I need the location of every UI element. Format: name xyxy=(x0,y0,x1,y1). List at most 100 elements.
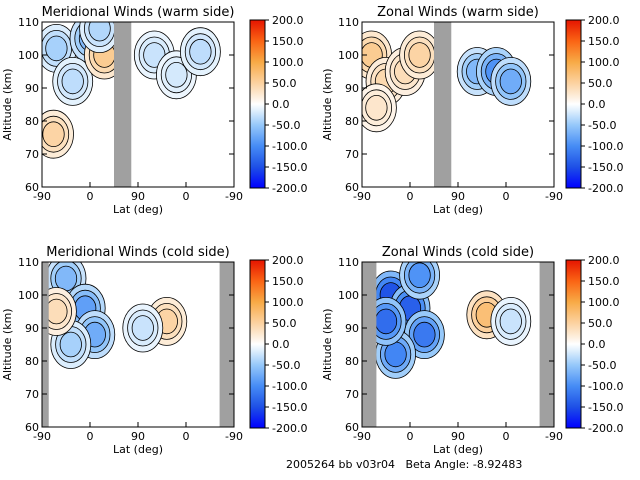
colorbar-tick-label: -200.0 xyxy=(272,422,307,435)
y-tick-label: 80 xyxy=(25,115,39,128)
colorbar-tick-label: 0.0 xyxy=(272,338,290,351)
x-axis-label: Lat (deg) xyxy=(433,443,483,456)
contour-blob xyxy=(413,321,436,348)
colorbar-tick-label: -100.0 xyxy=(588,380,623,393)
chart-title: Zonal Winds (cold side) xyxy=(382,245,534,260)
contour-blob xyxy=(189,38,212,65)
x-tick-label: -90 xyxy=(353,430,371,443)
x-axis-label: Lat (deg) xyxy=(433,203,483,216)
y-axis-label: Altitude (km) xyxy=(321,68,334,140)
colorbar-tick-label: 200.0 xyxy=(588,14,620,27)
colorbar-tick-label: -200.0 xyxy=(272,182,307,195)
colorbar-tick-label: -150.0 xyxy=(588,401,623,414)
colorbar-tick-label: -100.0 xyxy=(588,140,623,153)
colorbar-tick-label: -50.0 xyxy=(272,119,300,132)
colorbar-tick-label: 0.0 xyxy=(272,98,290,111)
no-data-band xyxy=(42,262,49,427)
y-tick-label: 70 xyxy=(345,388,359,401)
y-axis-label: Altitude (km) xyxy=(1,308,14,380)
colorbar-tick-label: 100.0 xyxy=(272,296,304,309)
contour-blob xyxy=(45,298,68,325)
colorbar-tick-label: 100.0 xyxy=(272,56,304,69)
contour-blob xyxy=(384,341,407,368)
y-tick-label: 70 xyxy=(25,148,39,161)
y-tick-label: 70 xyxy=(345,148,359,161)
x-tick-label: -90 xyxy=(225,190,243,203)
panel-4: Zonal Winds (cold side) 60 70 80 90 100 110 -90… xyxy=(321,245,623,456)
colorbar xyxy=(249,259,266,429)
colorbar-tick-label: -50.0 xyxy=(272,359,300,372)
beta-angle-label: Beta Angle: xyxy=(405,458,470,471)
no-data-band xyxy=(362,262,377,427)
colorbar-tick-label: 50.0 xyxy=(588,317,613,330)
x-axis-label: Lat (deg) xyxy=(113,203,163,216)
y-tick-label: 100 xyxy=(18,49,39,62)
colorbar-tick-label: -150.0 xyxy=(588,161,623,174)
colorbar-tick-label: 150.0 xyxy=(588,275,620,288)
contour-blob xyxy=(61,68,84,95)
x-tick-label: 90 xyxy=(131,430,145,443)
colorbar-tick-label: 150.0 xyxy=(272,275,304,288)
y-axis-label: Altitude (km) xyxy=(321,308,334,380)
x-tick-label: -90 xyxy=(545,190,563,203)
colorbar xyxy=(565,19,582,189)
y-tick-label: 70 xyxy=(25,388,39,401)
x-tick-label: 0 xyxy=(87,190,94,203)
no-data-band xyxy=(219,262,234,427)
y-tick-label: 90 xyxy=(345,82,359,95)
x-axis-label: Lat (deg) xyxy=(113,443,163,456)
no-data-band xyxy=(539,262,554,427)
y-tick-label: 80 xyxy=(345,355,359,368)
x-tick-label: 0 xyxy=(87,430,94,443)
y-tick-label: 90 xyxy=(345,322,359,335)
contour-blob xyxy=(374,308,398,335)
x-tick-label: 90 xyxy=(451,430,465,443)
y-tick-label: 110 xyxy=(338,256,359,269)
y-tick-label: 110 xyxy=(18,256,39,269)
y-tick-label: 80 xyxy=(345,115,359,128)
colorbar-tick-label: 50.0 xyxy=(272,77,297,90)
y-tick-label: 60 xyxy=(25,421,39,434)
figure-caption: 2005264 bb v03r04 Beta Angle: -8.92483 xyxy=(286,458,522,471)
no-data-band xyxy=(434,22,452,187)
y-tick-label: 90 xyxy=(25,322,39,335)
x-tick-label: 0 xyxy=(407,190,414,203)
panel-2: Zonal Winds (warm side) 60 70 80 90 100 110 -90… xyxy=(321,5,623,216)
x-tick-label: -90 xyxy=(33,430,51,443)
y-axis-label: Altitude (km) xyxy=(1,68,14,140)
colorbar-tick-label: 200.0 xyxy=(272,14,304,27)
colorbar-tick-label: 0.0 xyxy=(588,338,606,351)
y-tick-label: 100 xyxy=(338,289,359,302)
contour-blob xyxy=(54,265,78,292)
contour-blob xyxy=(499,68,522,95)
colorbar-tick-label: 50.0 xyxy=(272,317,297,330)
y-tick-label: 100 xyxy=(338,49,359,62)
colorbar-tick-label: 200.0 xyxy=(272,254,304,267)
y-tick-label: 60 xyxy=(25,181,39,194)
colorbar-tick-label: -150.0 xyxy=(272,161,307,174)
contour-blob xyxy=(59,331,82,358)
chart-title: Meridional Winds (warm side) xyxy=(42,5,235,20)
colorbar-tick-label: -100.0 xyxy=(272,140,307,153)
beta-angle-value: -8.92483 xyxy=(472,458,523,471)
y-tick-label: 80 xyxy=(25,355,39,368)
no-data-band xyxy=(114,22,132,187)
contour-blob xyxy=(42,121,65,147)
contour-blob xyxy=(408,262,431,289)
colorbar-tick-label: -50.0 xyxy=(588,119,616,132)
colorbar xyxy=(565,259,582,429)
contour-blob xyxy=(499,308,522,335)
x-tick-label: 0 xyxy=(407,430,414,443)
x-tick-label: 0 xyxy=(503,190,510,203)
colorbar-tick-label: -100.0 xyxy=(272,380,307,393)
plot-body xyxy=(362,22,532,187)
contour-blob xyxy=(131,315,154,341)
plot-body xyxy=(42,22,221,187)
x-tick-label: 0 xyxy=(183,430,190,443)
colorbar-tick-label: -200.0 xyxy=(588,182,623,195)
y-tick-label: 110 xyxy=(338,16,359,29)
colorbar-tick-label: 0.0 xyxy=(588,98,606,111)
x-tick-label: -90 xyxy=(353,190,371,203)
x-tick-label: -90 xyxy=(225,430,243,443)
